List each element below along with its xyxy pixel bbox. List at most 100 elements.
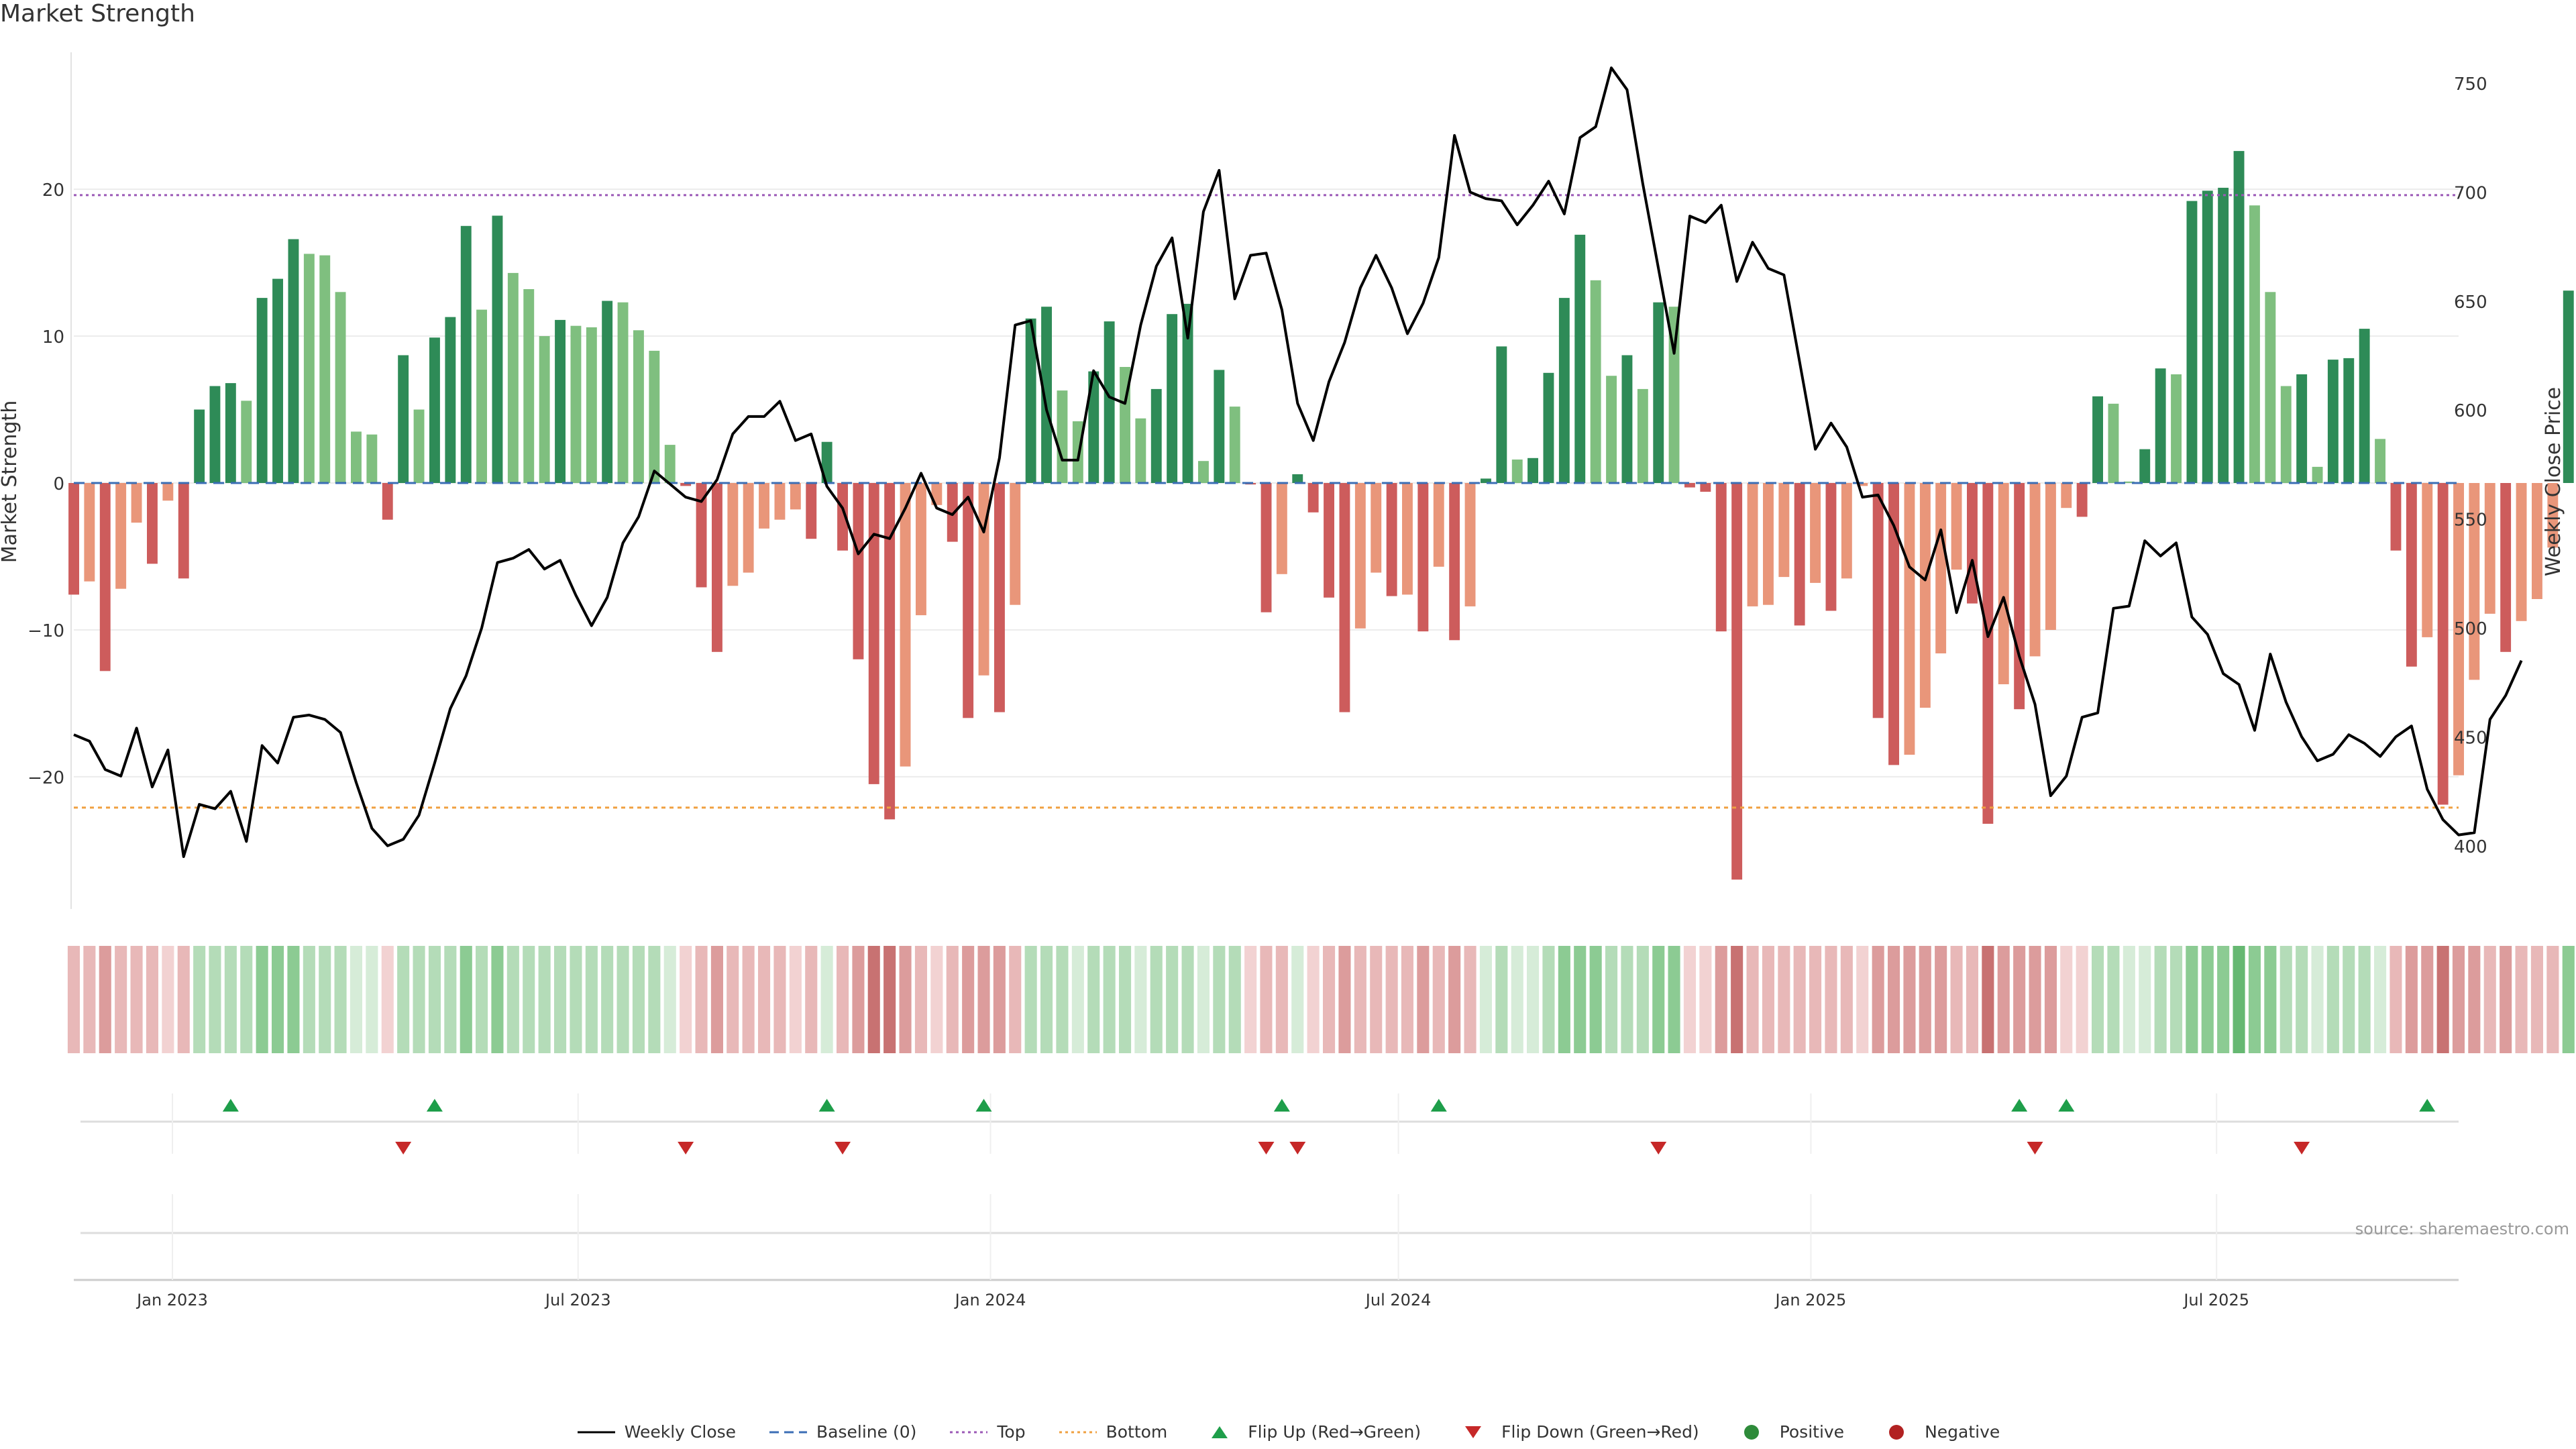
regime-cell [601,946,614,1053]
regime-cell [1087,946,1100,1053]
regime-cell [381,946,394,1053]
strength-bar [366,434,378,483]
regime-cell [2405,946,2418,1053]
regime-cell [585,946,598,1053]
regime-cell [428,946,441,1053]
strength-bar [1715,483,1727,632]
regime-cell [1589,946,1602,1053]
flip-markers [74,1093,2459,1281]
strength-bar [1449,483,1460,641]
strength-bar [2296,374,2308,483]
regime-cell [914,946,927,1053]
strength-bar [398,355,409,483]
legend: Weekly Close Baseline (0) Top Bottom Flip Up… [0,1422,2576,1442]
strength-bar [1150,388,1162,483]
legend-label: Top [997,1422,1026,1442]
regime-cell [1134,946,1147,1053]
regime-cell [1903,946,1916,1053]
regime-cell [1464,946,1477,1053]
regime-cell [1040,946,1053,1053]
strength-bar [1731,483,1743,880]
regime-cell [1495,946,1508,1053]
regime-cell [2076,946,2088,1053]
strength-bar [868,483,879,784]
regime-cell [820,946,833,1053]
strength-bar [664,445,676,483]
strength-bar [978,483,989,676]
legend-label: Bottom [1106,1422,1168,1442]
weekly-close-line [73,66,2523,858]
legend-label: Positive [1779,1422,1845,1442]
strength-bar [241,400,252,483]
regime-cell [2154,946,2167,1053]
regime-cell [99,946,111,1053]
legend-label: Baseline (0) [816,1422,917,1442]
regime-cell [1181,946,1194,1053]
regime-cell [2483,946,2496,1053]
strength-bar [492,215,503,483]
regime-cell [2562,946,2575,1053]
strength-bar [2343,358,2355,483]
strength-bar [853,483,864,659]
strength-bar [1041,307,1052,483]
strength-bar [1464,483,1476,606]
regime-cell [334,946,347,1053]
regime-cell [2421,946,2434,1053]
right-tick-label: 750 [2454,74,2487,95]
strength-bar [1025,318,1036,483]
strength-bar [1057,390,1068,483]
strength-bar [1229,407,1240,483]
flip-up-marker [1430,1099,1447,1112]
strength-bar [2453,483,2464,775]
strength-bar [916,483,926,616]
regime-cell [2279,946,2292,1053]
regime-cell [789,946,802,1053]
source-note: source: sharemaestro.com [2355,1220,2569,1238]
flip-down-marker [1289,1142,1306,1155]
regime-cell [695,946,708,1053]
regime-cell [2530,946,2543,1053]
regime-cell [2092,946,2104,1053]
regime-cell [1228,946,1241,1053]
strength-bar [1810,483,1821,583]
regime-cell [2123,946,2135,1053]
strength-bar [1637,388,1648,483]
regime-cell [1605,946,1618,1053]
regime-cell [1354,946,1366,1053]
strength-bar [2422,483,2433,637]
strength-bar [147,483,158,564]
flip-up-marker [975,1099,992,1112]
strength-bar [1511,460,1523,483]
regime-cell [2515,946,2528,1053]
strength-bar [1558,298,1570,483]
strength-bar [1276,483,1287,574]
regime-cell [837,946,849,1053]
strength-bar [256,298,268,483]
right-axis: 400 450 500 550 600 650 700 750 [2454,74,2487,857]
regime-cell [852,946,865,1053]
flip-up-marker [818,1099,835,1112]
regime-cell [1856,946,1869,1053]
regime-cell [1260,946,1273,1053]
regime-cell [240,946,253,1053]
strength-bar [1167,314,1178,483]
regime-cell [1401,946,1413,1053]
right-tick-label: 600 [2454,401,2487,421]
regime-cell [1888,946,1900,1053]
strength-bar [1324,483,1334,598]
strength-bar [1307,483,1319,513]
strength-bar [680,483,692,486]
regime-cell [899,946,912,1053]
flip-up-marker [2419,1099,2436,1112]
legend-item: Bottom [1058,1422,1168,1442]
regime-cell [2358,946,2371,1053]
strength-bar [1857,483,1868,486]
regime-cell [2436,946,2449,1053]
strength-bar [1574,234,1586,483]
regime-cell [1307,946,1320,1053]
strength-bar [1951,483,1962,570]
right-tick-label: 400 [2454,837,2487,857]
strength-bar [1888,483,1899,765]
regime-cell [2107,946,2120,1053]
